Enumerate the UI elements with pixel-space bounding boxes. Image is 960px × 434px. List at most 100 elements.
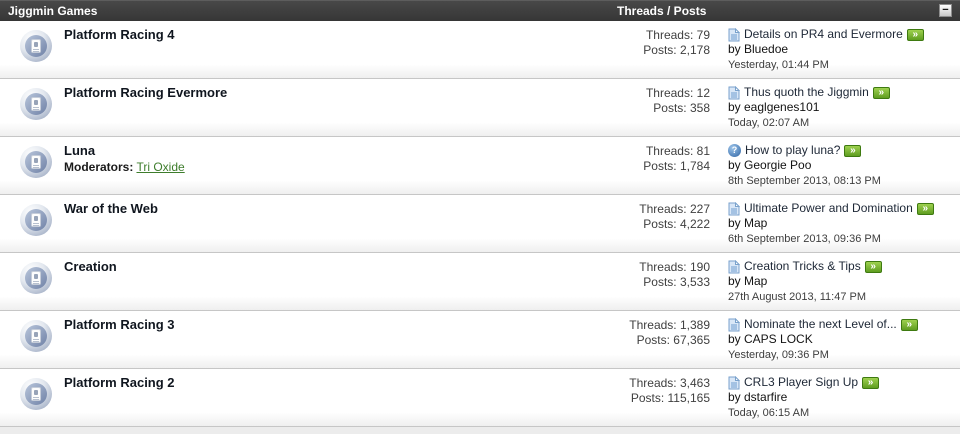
thread-page-icon bbox=[728, 201, 740, 215]
last-post-author: by Georgie Poo bbox=[728, 158, 812, 172]
last-post-author: by Map bbox=[728, 216, 768, 230]
last-post-thread-link[interactable]: Thus quoth the Jiggmin bbox=[744, 85, 869, 99]
last-post-cell: ? Creation Tricks & Tips » by Map 27th A… bbox=[710, 258, 960, 310]
posts-count: Posts: 67,365 bbox=[636, 333, 710, 347]
category-header-right: Threads / Posts − bbox=[617, 4, 952, 18]
forum-status-icon bbox=[20, 378, 52, 410]
forum-page-glyph bbox=[31, 155, 41, 169]
threads-count: Threads: 12 bbox=[645, 86, 710, 100]
forum-title-link[interactable]: War of the Web bbox=[64, 201, 158, 216]
forum-page-glyph bbox=[31, 271, 41, 285]
forum-page-glyph bbox=[31, 329, 41, 343]
forum-stats-cell: Threads: 3,463 Posts: 115,165 bbox=[590, 374, 710, 426]
forum-info-cell: Platform Racing 4 bbox=[64, 26, 590, 78]
last-post-author: by Map bbox=[728, 274, 768, 288]
go-to-last-post-icon[interactable]: » bbox=[862, 376, 880, 389]
forum-status-cell bbox=[0, 84, 64, 136]
moderator-link[interactable]: Tri Oxide bbox=[136, 160, 185, 174]
forum-row: Platform Racing Evermore Threads: 12 Pos… bbox=[0, 79, 960, 137]
last-post-date: 8th September 2013, 08:13 PM bbox=[728, 175, 881, 187]
last-post-cell: ? CRL3 Player Sign Up » by dstarfire Tod… bbox=[710, 374, 960, 426]
forum-status-cell bbox=[0, 200, 64, 252]
forum-stats-cell: Threads: 227 Posts: 4,222 bbox=[590, 200, 710, 252]
thread-page-icon bbox=[728, 259, 740, 273]
category-header: Jiggmin Games Threads / Posts − bbox=[0, 0, 960, 21]
last-post-line: ? Thus quoth the Jiggmin » bbox=[728, 85, 960, 100]
forum-status-icon bbox=[20, 204, 52, 236]
last-post-thread-link[interactable]: Nominate the next Level of... bbox=[744, 317, 897, 331]
forum-page-glyph bbox=[31, 387, 41, 401]
forum-title-link[interactable]: Luna bbox=[64, 143, 96, 158]
last-post-thread-link[interactable]: How to play luna? bbox=[745, 143, 841, 157]
go-to-last-post-icon[interactable]: » bbox=[864, 260, 882, 273]
collapse-category-button[interactable]: − bbox=[939, 4, 952, 17]
forum-status-icon bbox=[20, 320, 52, 352]
last-post-line: ? How to play luna? » bbox=[728, 143, 960, 158]
forum-info-cell: Creation bbox=[64, 258, 590, 310]
threads-count: Threads: 79 bbox=[645, 28, 710, 42]
threads-count: Threads: 1,389 bbox=[629, 318, 710, 332]
threads-count: Threads: 3,463 bbox=[629, 376, 710, 390]
last-post-line: ? Nominate the next Level of... » bbox=[728, 317, 960, 332]
go-to-last-post-icon[interactable]: » bbox=[916, 202, 934, 215]
last-post-author: by CAPS LOCK bbox=[728, 332, 813, 346]
last-post-thread-link[interactable]: Details on PR4 and Evermore bbox=[744, 27, 903, 41]
forum-title-link[interactable]: Platform Racing 2 bbox=[64, 375, 175, 390]
forum-page-glyph bbox=[31, 97, 41, 111]
moderators-line: Moderators: Tri Oxide bbox=[64, 160, 590, 174]
threads-posts-column-header: Threads / Posts bbox=[617, 3, 707, 18]
last-post-date: 6th September 2013, 09:36 PM bbox=[728, 233, 881, 245]
last-post-date: Today, 02:07 AM bbox=[728, 117, 810, 129]
forum-title-link[interactable]: Platform Racing 3 bbox=[64, 317, 175, 332]
forum-stats-cell: Threads: 79 Posts: 2,178 bbox=[590, 26, 710, 78]
last-post-author: by dstarfire bbox=[728, 390, 788, 404]
forum-stats-cell: Threads: 190 Posts: 3,533 bbox=[590, 258, 710, 310]
last-post-date: Yesterday, 09:36 PM bbox=[728, 349, 829, 361]
last-post-thread-link[interactable]: Ultimate Power and Domination bbox=[744, 201, 913, 215]
thread-page-icon bbox=[728, 375, 740, 389]
forum-status-cell bbox=[0, 26, 64, 78]
forum-stats-cell: Threads: 81 Posts: 1,784 bbox=[590, 142, 710, 194]
threads-count: Threads: 227 bbox=[639, 202, 710, 216]
forum-title-link[interactable]: Platform Racing Evermore bbox=[64, 85, 228, 100]
posts-count: Posts: 4,222 bbox=[643, 217, 710, 231]
forum-title-link[interactable]: Creation bbox=[64, 259, 117, 274]
last-post-cell: ? Thus quoth the Jiggmin » by eaglgenes1… bbox=[710, 84, 960, 136]
forum-row: Creation Threads: 190 Posts: 3,533 ? Cre bbox=[0, 253, 960, 311]
forum-row: Luna Moderators: Tri Oxide Threads: 81 P… bbox=[0, 137, 960, 195]
last-post-thread-link[interactable]: Creation Tricks & Tips bbox=[744, 259, 861, 273]
posts-count: Posts: 1,784 bbox=[643, 159, 710, 173]
last-post-cell: ? Details on PR4 and Evermore » by Blued… bbox=[710, 26, 960, 78]
forum-list: Platform Racing 4 Threads: 79 Posts: 2,1… bbox=[0, 21, 960, 427]
last-post-line: ? Creation Tricks & Tips » bbox=[728, 259, 960, 274]
forum-status-icon bbox=[20, 88, 52, 120]
forum-status-cell bbox=[0, 142, 64, 194]
last-post-date: Yesterday, 01:44 PM bbox=[728, 59, 829, 71]
go-to-last-post-icon[interactable]: » bbox=[900, 318, 918, 331]
forum-title-link[interactable]: Platform Racing 4 bbox=[64, 27, 175, 42]
forum-stats-cell: Threads: 1,389 Posts: 67,365 bbox=[590, 316, 710, 368]
forum-page-glyph bbox=[31, 213, 41, 227]
forum-status-cell bbox=[0, 258, 64, 310]
posts-count: Posts: 115,165 bbox=[630, 391, 710, 405]
forum-status-cell bbox=[0, 374, 64, 426]
last-post-line: ? CRL3 Player Sign Up » bbox=[728, 375, 960, 390]
forum-status-icon bbox=[20, 262, 52, 294]
forum-info-cell: Platform Racing 3 bbox=[64, 316, 590, 368]
last-post-cell: ? Nominate the next Level of... » by CAP… bbox=[710, 316, 960, 368]
posts-count: Posts: 358 bbox=[653, 101, 710, 115]
threads-count: Threads: 81 bbox=[645, 144, 710, 158]
last-post-cell: ? How to play luna? » by Georgie Poo 8th… bbox=[710, 142, 960, 194]
forum-row: Platform Racing 3 Threads: 1,389 Posts: … bbox=[0, 311, 960, 369]
last-post-date: 27th August 2013, 11:47 PM bbox=[728, 291, 867, 303]
category-title: Jiggmin Games bbox=[8, 3, 98, 18]
last-post-cell: ? Ultimate Power and Domination » by Map… bbox=[710, 200, 960, 252]
go-to-last-post-icon[interactable]: » bbox=[906, 28, 924, 41]
moderators-label: Moderators: bbox=[64, 160, 134, 174]
last-post-thread-link[interactable]: CRL3 Player Sign Up bbox=[744, 375, 859, 389]
go-to-last-post-icon[interactable]: » bbox=[844, 144, 862, 157]
go-to-last-post-icon[interactable]: » bbox=[872, 86, 890, 99]
forum-info-cell: Luna Moderators: Tri Oxide bbox=[64, 142, 590, 194]
last-post-line: ? Ultimate Power and Domination » bbox=[728, 201, 960, 216]
